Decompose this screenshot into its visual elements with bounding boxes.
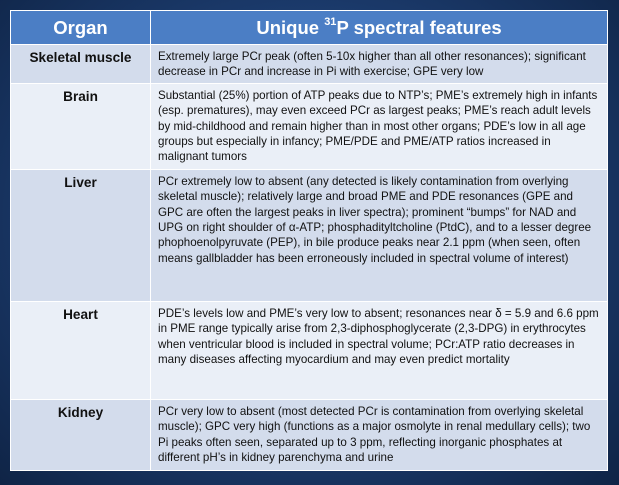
table-row: Skeletal muscle Extremely large PCr peak… [10, 44, 608, 84]
organ-cell: Heart [10, 300, 151, 400]
features-header-suffix: P spectral features [336, 16, 502, 38]
features-header-superscript: 31 [324, 16, 337, 29]
features-header-prefix: Unique [256, 16, 325, 38]
features-cell: PCr very low to absent (most detected PC… [150, 398, 608, 471]
features-cell: Substantial (25%) portion of ATP peaks d… [150, 82, 608, 170]
features-column-header: Unique 31P spectral features [150, 10, 608, 45]
header-row: Organ Unique 31P spectral features [10, 10, 608, 45]
organ-cell: Brain [10, 82, 151, 170]
organ-cell: Kidney [10, 398, 151, 471]
organ-column-header: Organ [10, 10, 151, 45]
features-cell: PDE’s levels low and PME’s very low to a… [150, 300, 608, 400]
table-frame: Organ Unique 31P spectral features Skele… [10, 10, 608, 473]
organ-cell: Liver [10, 168, 151, 302]
organ-cell: Skeletal muscle [10, 44, 151, 84]
table-row: Kidney PCr very low to absent (most dete… [10, 398, 608, 471]
table-row: Heart PDE’s levels low and PME’s very lo… [10, 300, 608, 400]
features-cell: PCr extremely low to absent (any detecte… [150, 168, 608, 302]
table-row: Brain Substantial (25%) portion of ATP p… [10, 82, 608, 170]
spectral-features-table: Organ Unique 31P spectral features Skele… [10, 10, 608, 471]
table-row: Liver PCr extremely low to absent (any d… [10, 168, 608, 302]
features-cell: Extremely large PCr peak (often 5-10x hi… [150, 44, 608, 84]
